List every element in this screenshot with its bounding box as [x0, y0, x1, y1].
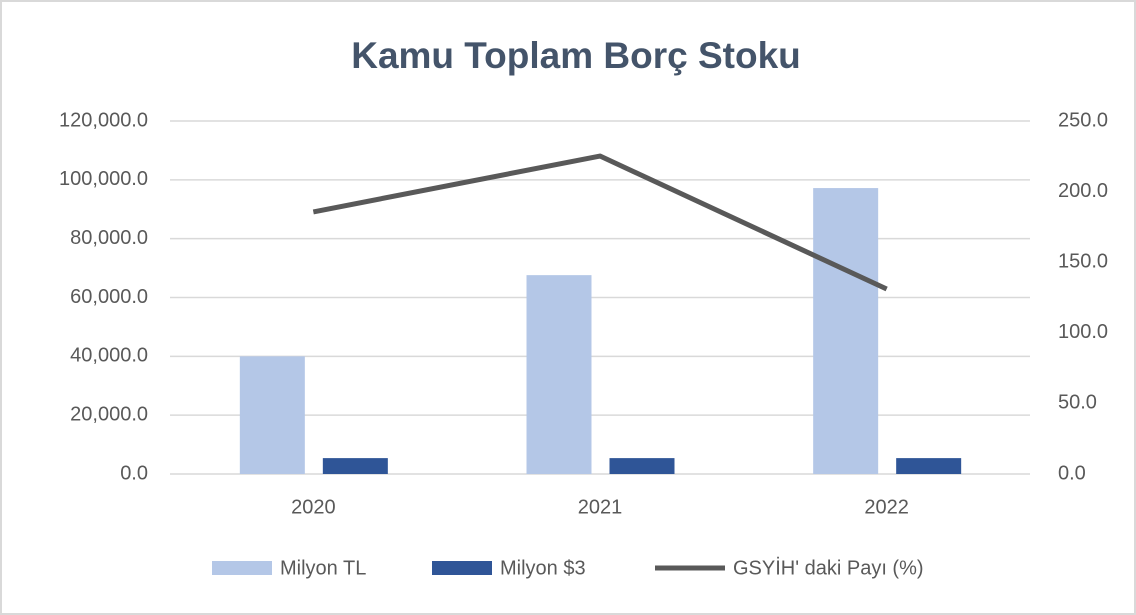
y2-tick-label: 150.0 — [1058, 250, 1108, 272]
legend-label: GSYİH' daki Payı (%) — [733, 556, 924, 579]
x-tick-label: 2021 — [578, 496, 623, 518]
y-tick-label: 100,000.0 — [59, 168, 148, 190]
legend-swatch — [212, 561, 272, 575]
y2-tick-label: 0.0 — [1058, 462, 1086, 484]
bar — [609, 458, 675, 474]
legend-label: Milyon TL — [280, 557, 366, 579]
x-tick-label: 2020 — [291, 496, 336, 518]
y-tick-label: 40,000.0 — [70, 345, 148, 367]
line — [312, 153, 888, 292]
y-tick-label: 20,000.0 — [70, 403, 148, 425]
y2-tick-label: 100.0 — [1058, 321, 1108, 343]
legend-label: Milyon $3 — [500, 557, 586, 579]
bar — [322, 458, 388, 474]
bar — [239, 356, 305, 474]
y2-tick-label: 50.0 — [1058, 392, 1097, 414]
chart-title: Kamu Toplam Borç Stoku — [351, 35, 801, 76]
x-tick-label: 2022 — [864, 496, 909, 518]
y-tick-label: 120,000.0 — [59, 109, 148, 131]
bar — [526, 275, 592, 474]
y-tick-label: 80,000.0 — [70, 227, 148, 249]
y-tick-label: 60,000.0 — [70, 286, 148, 308]
y2-tick-label: 200.0 — [1058, 180, 1108, 202]
legend-swatch — [432, 561, 492, 575]
y2-tick-label: 250.0 — [1058, 109, 1108, 131]
y-tick-label: 0.0 — [120, 462, 148, 484]
bar — [813, 188, 879, 474]
bar — [896, 458, 962, 474]
